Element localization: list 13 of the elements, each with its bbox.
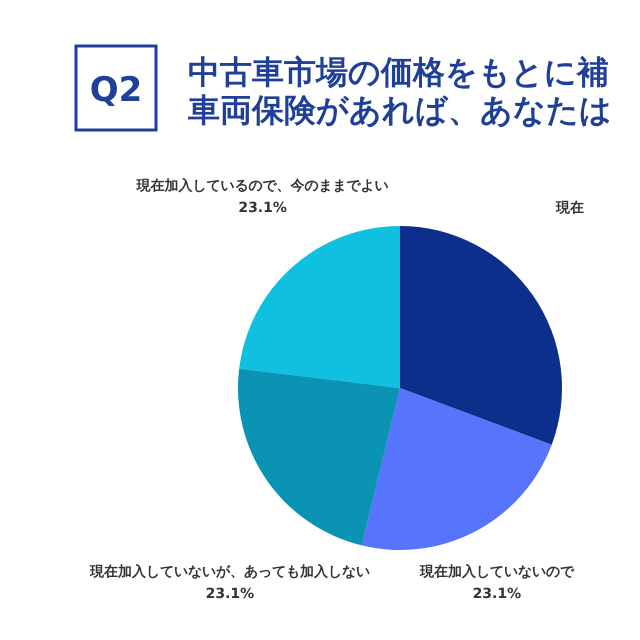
- pie-slice: [238, 368, 400, 546]
- chart-title: 中古車市場の価格をもとに補車両保険があれば、あなたは: [187, 53, 612, 129]
- pie-slice: [239, 226, 400, 388]
- data-label: 23.1%: [238, 200, 287, 216]
- slice-label: 現在: [555, 200, 584, 216]
- data-label: 23.1%: [206, 586, 254, 602]
- slice-label: 現在加入していないが、あっても加入しない: [88, 564, 370, 580]
- data-label: 23.1%: [472, 586, 522, 602]
- pie-slice: [400, 226, 562, 445]
- text: Q2: [90, 70, 142, 110]
- pie-slice: [362, 388, 552, 550]
- slice-label: 現在加入しているので、今のままでよい: [136, 178, 389, 194]
- slice-label: 現在加入していないので: [418, 564, 575, 580]
